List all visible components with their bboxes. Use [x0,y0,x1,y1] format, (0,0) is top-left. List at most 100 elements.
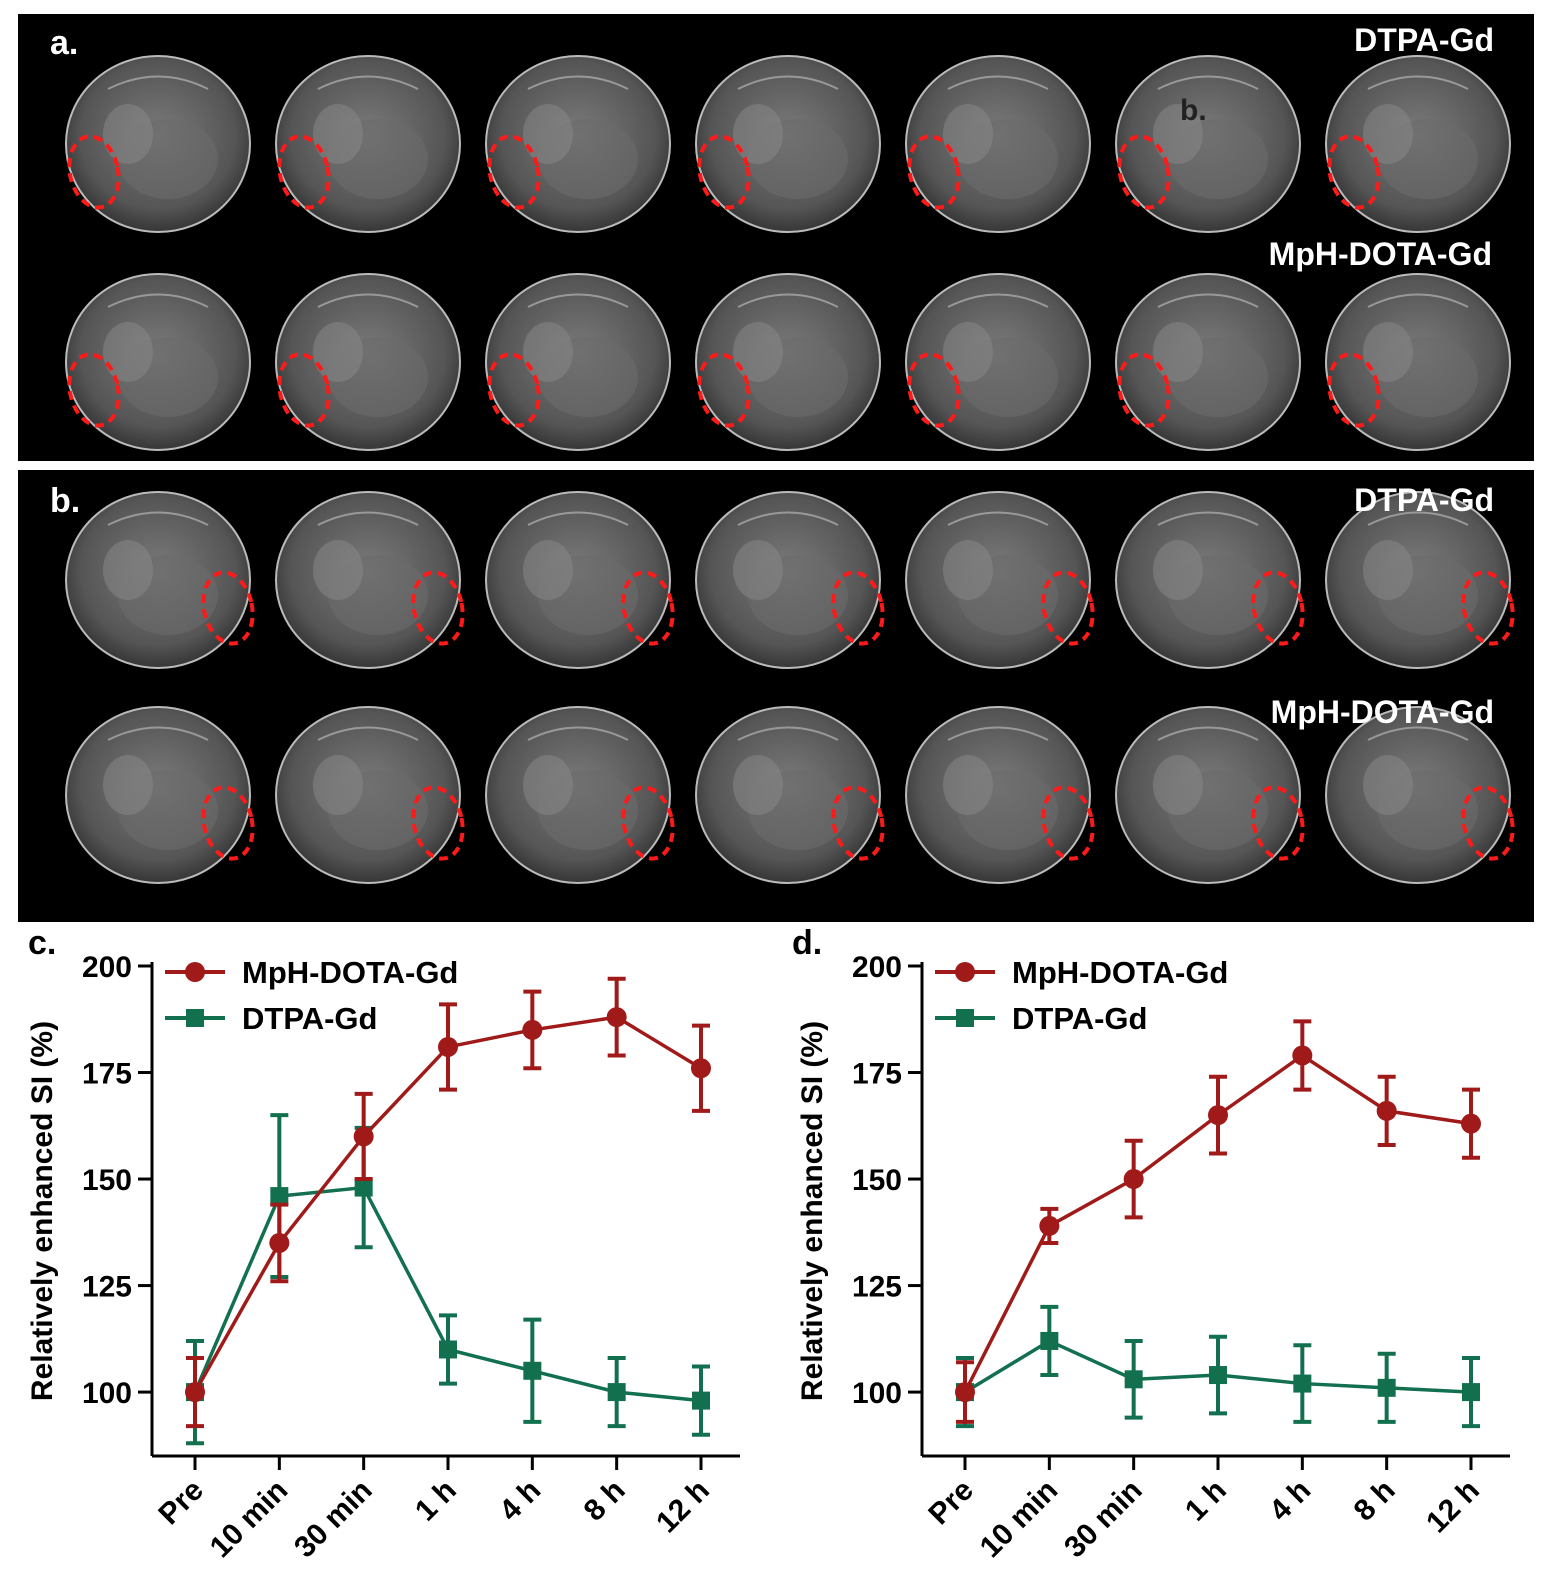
y-tick-label: 175 [852,1058,902,1091]
roi-outline [621,570,675,646]
mri-scan [905,273,1091,451]
mri-scan [65,55,251,233]
series-dtpa-gd [186,1113,710,1446]
mri-scan [695,273,881,451]
roi-outline [697,352,751,428]
legend-label: DTPA-Gd [242,1001,377,1036]
data-point [1292,1045,1313,1066]
chart-c-letter: c. [28,924,57,962]
x-tick-label: 8 h [578,1474,632,1528]
roi-outline [1327,134,1381,210]
data-point [185,1382,205,1403]
mri-scan [1115,491,1305,669]
data-point [1209,1366,1227,1385]
x-tick-label: 1 h [409,1474,463,1528]
x-tick-label: 4 h [493,1474,547,1528]
mri-scan [1325,491,1515,669]
roi-outline [277,134,331,210]
y-tick-label: 100 [852,1377,902,1410]
data-point [353,1126,374,1147]
panel-a-letter: a. [50,24,79,62]
x-tick-label: 10 min [204,1474,295,1565]
panel-a-inset-letter: b. [1180,94,1207,127]
panel-b-dtpa-label: DTPA-Gd [1354,482,1494,518]
legend-item: MpH-DOTA-Gd [935,955,1228,990]
y-tick-label: 100 [82,1377,132,1410]
roi-outline [277,352,331,428]
legend-item: DTPA-Gd [165,1001,377,1036]
x-tick-label: 30 min [288,1474,379,1565]
roi-outline [1041,570,1095,646]
data-point [1040,1331,1059,1350]
panel-b-mph-label: MpH-DOTA-Gd [1270,694,1494,730]
legend-label: MpH-DOTA-Gd [1012,955,1228,990]
mri-scan [65,706,255,884]
mri-scan [1115,273,1301,451]
mri-scan [905,491,1095,669]
x-tick-label: 30 min [1058,1474,1149,1565]
roi-outline [907,352,961,428]
panel-a-dtpa-label: DTPA-Gd [1354,22,1494,58]
roi-outline [201,570,255,646]
data-point [354,1178,373,1197]
mri-scan [905,706,1095,884]
roi-outline [1117,352,1171,428]
mri-scan [1115,55,1301,233]
series-mph-dota-gd [185,976,711,1429]
legend-label: DTPA-Gd [1012,1001,1147,1036]
data-point [1461,1113,1481,1134]
series-mph-dota-gd [955,1019,1481,1424]
mri-scan [1325,55,1511,233]
series-dtpa-gd [956,1304,1480,1429]
data-point [1293,1374,1312,1393]
panel-b-letter: b. [50,482,81,520]
data-point [1462,1383,1480,1402]
roi-outline [487,352,541,428]
legend-label: MpH-DOTA-Gd [242,955,458,990]
mri-scan [695,491,885,669]
mri-scan [485,273,671,451]
roi-outline [907,134,961,210]
y-tick-label: 125 [82,1271,132,1304]
mri-scan [275,706,465,884]
mri-panel-b: b. DTPA-Gd MpH-DOTA-Gd [18,470,1534,922]
roi-outline [487,134,541,210]
x-tick-label: Pre [152,1474,210,1532]
mri-scan [275,55,461,233]
mri-scan [275,491,465,669]
data-point [522,1019,543,1040]
roi-outline [831,570,885,646]
data-point [1208,1105,1228,1126]
roi-outline [1461,785,1515,861]
chart-d-letter: d. [792,924,823,962]
x-tick-label: 12 h [1420,1474,1486,1540]
data-point [269,1232,290,1253]
mri-scan [65,273,251,451]
roi-outline [1327,352,1381,428]
x-tick-label: 4 h [1263,1474,1317,1528]
data-point [1124,1370,1143,1389]
mri-images-b [65,491,1515,884]
legend-item: MpH-DOTA-Gd [165,955,458,990]
y-tick-label: 150 [82,1164,132,1197]
roi-outline [67,352,121,428]
data-point [1039,1215,1060,1236]
data-point [439,1340,457,1359]
mri-scan [485,55,671,233]
data-point [1123,1169,1144,1190]
roi-outline [411,785,465,861]
data-point [438,1036,458,1057]
mri-scan [1325,706,1515,884]
y-tick-label: 150 [852,1164,902,1197]
legend-item: DTPA-Gd [935,1001,1147,1036]
mri-scan [1115,706,1305,884]
roi-outline [697,134,751,210]
x-tick-label: 1 h [1179,1474,1233,1528]
y-tick-label: 125 [852,1271,902,1304]
y-tick-label: 200 [852,951,902,984]
y-axis-label: Relatively enhanced SI (%) [796,1021,829,1401]
mri-scan [485,706,675,884]
x-tick-label: Pre [922,1474,980,1532]
data-point [606,1007,627,1028]
y-axis-label: Relatively enhanced SI (%) [26,1021,59,1401]
